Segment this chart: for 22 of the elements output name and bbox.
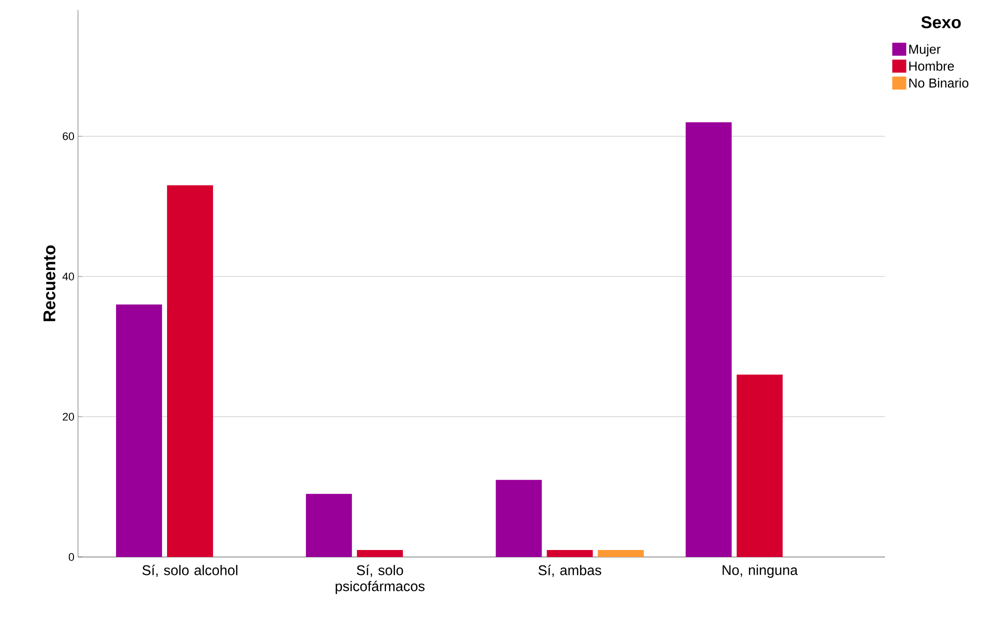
legend-label: Hombre (909, 61, 954, 71)
legend-label: Mujer (909, 44, 941, 56)
bar (598, 550, 644, 557)
y-tick-label: 40 (62, 272, 74, 280)
bar (736, 374, 783, 557)
x-tick-label: Sí, solo alcohol (142, 564, 238, 577)
y-axis-title: Recuento (44, 245, 56, 322)
bar (546, 550, 593, 557)
bar (306, 494, 352, 557)
bar (496, 480, 542, 557)
y-tick-label: 60 (62, 132, 74, 140)
bar (686, 122, 732, 557)
legend-title: Sexo (921, 16, 961, 28)
x-tick-label: Sí, ambas (538, 564, 602, 577)
y-tick-label: 0 (68, 553, 74, 561)
legend-label: No Binario (909, 78, 968, 88)
y-tick-label: 20 (62, 412, 74, 421)
bar (167, 185, 214, 557)
bar (356, 550, 403, 557)
x-tick-label: No, ninguna (722, 564, 798, 578)
x-tick-label: Sí, solo psicofármacos (336, 564, 425, 594)
bar (116, 304, 162, 557)
